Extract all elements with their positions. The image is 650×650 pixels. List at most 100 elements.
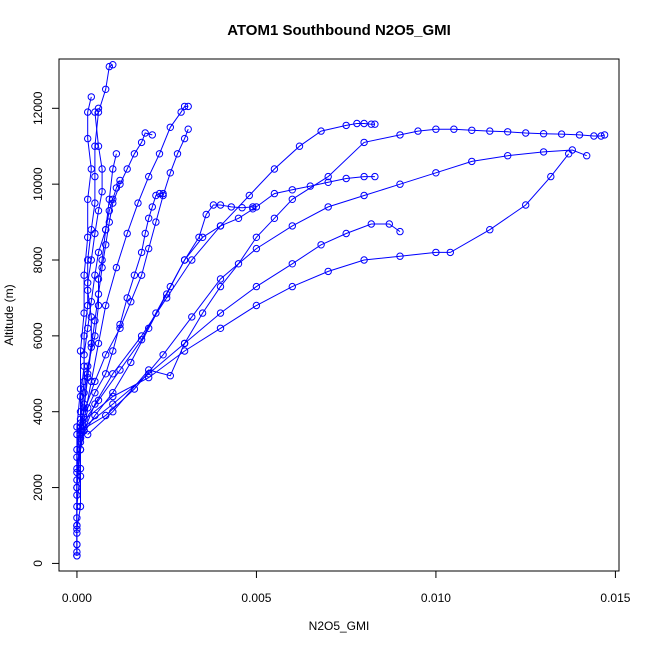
data-point [109, 408, 117, 416]
y-tick-label: 10000 [31, 167, 45, 201]
data-point [123, 165, 131, 173]
data-point [249, 205, 257, 213]
data-point [180, 102, 189, 111]
data-point [87, 343, 96, 351]
series-line [76, 132, 153, 469]
data-point [270, 165, 279, 173]
data-point [288, 195, 296, 204]
data-point [249, 203, 257, 211]
data-point [295, 142, 304, 150]
data-point [565, 150, 573, 158]
data-point [109, 370, 117, 378]
data-point [84, 195, 92, 204]
data-point [180, 256, 189, 264]
data-point [234, 260, 243, 268]
data-point [216, 222, 225, 230]
data-point [432, 169, 440, 177]
data-point [583, 152, 591, 160]
data-point [76, 385, 85, 393]
data-point [198, 309, 207, 317]
data-point [91, 377, 99, 386]
data-point [109, 60, 117, 69]
data-point [141, 229, 149, 238]
data-point [486, 127, 494, 135]
data-point [252, 244, 261, 253]
data-point [109, 389, 117, 397]
data-point [590, 132, 598, 140]
data-point [252, 301, 261, 310]
data-point [163, 294, 171, 302]
data-point [145, 373, 153, 382]
y-axis: 0 2000 4000 6000 8000 10000 12000 [31, 91, 59, 567]
data-point [238, 204, 246, 212]
data-point [385, 220, 393, 228]
data-point [137, 336, 146, 344]
series-layer [73, 60, 609, 560]
data-point [166, 123, 175, 132]
data-point [360, 138, 368, 147]
data-point [94, 396, 103, 404]
data-point [91, 271, 99, 279]
data-point [130, 150, 139, 158]
x-tick-label: 0.010 [421, 591, 451, 605]
data-point [547, 172, 555, 181]
data-point [324, 172, 332, 181]
series-15 [73, 104, 106, 499]
series-line [76, 107, 103, 496]
data-point [324, 203, 332, 211]
x-axis: 0.000 0.005 0.010 0.015 [62, 571, 631, 605]
data-point [102, 241, 110, 249]
series-line [83, 123, 375, 431]
data-point [270, 214, 279, 223]
data-point [216, 282, 225, 291]
data-point [450, 125, 458, 133]
series-line [76, 96, 92, 556]
data-point [91, 199, 99, 207]
data-point [137, 248, 146, 257]
series-line [83, 223, 401, 428]
data-point [145, 172, 153, 181]
data-point [288, 282, 296, 291]
data-point [73, 423, 81, 431]
data-point [87, 93, 96, 101]
data-point [148, 203, 157, 211]
data-point [468, 126, 476, 135]
data-point [76, 347, 85, 355]
data-point [134, 199, 142, 207]
data-point [73, 468, 81, 477]
data-point [216, 275, 225, 283]
data-point [360, 119, 368, 128]
data-point [94, 207, 103, 215]
data-point [145, 214, 153, 223]
data-point [367, 120, 375, 128]
series-6 [76, 146, 591, 435]
data-point [94, 104, 103, 113]
data-point [130, 271, 139, 279]
series-14 [73, 176, 124, 530]
data-point [468, 157, 476, 166]
data-point [396, 227, 404, 236]
data-point [84, 134, 92, 143]
data-point [112, 184, 121, 192]
series-8 [76, 150, 573, 427]
data-point [145, 244, 153, 253]
data-point [342, 174, 350, 183]
data-point [80, 309, 88, 317]
x-tick-label: 0.015 [600, 591, 630, 605]
data-point [324, 267, 332, 276]
data-point [141, 129, 149, 137]
data-point [342, 229, 350, 238]
data-point [446, 248, 454, 257]
data-point [94, 339, 103, 348]
data-point [73, 552, 81, 560]
data-point [73, 514, 81, 522]
data-point [432, 125, 440, 133]
data-point [87, 256, 96, 264]
data-point [216, 324, 225, 332]
data-point [91, 229, 99, 238]
data-point [155, 189, 164, 198]
data-point [522, 201, 530, 209]
data-point [127, 358, 135, 367]
series-line [76, 64, 114, 545]
data-point [324, 178, 332, 187]
